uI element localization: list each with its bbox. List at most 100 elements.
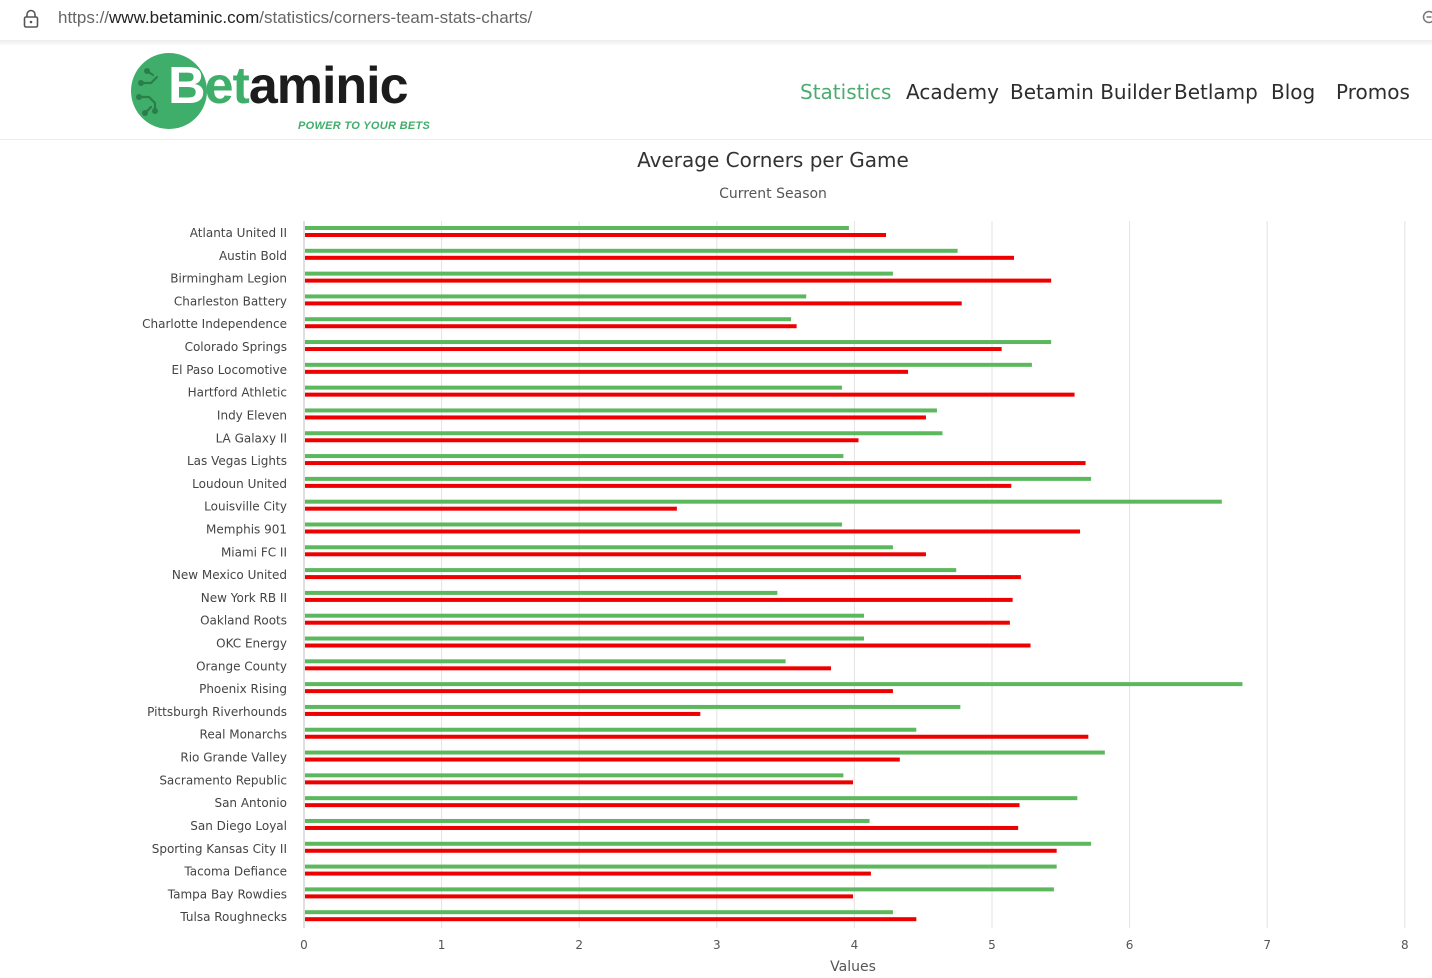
bar-green [305, 841, 1092, 846]
bar-red [305, 825, 1019, 830]
x-axis-title: Values [830, 959, 876, 975]
x-tick-label: 2 [575, 938, 583, 952]
nav-betlamp[interactable]: Betlamp [1174, 80, 1258, 104]
nav-academy[interactable]: Academy [906, 80, 999, 104]
bar-green [305, 818, 870, 823]
bar-green [305, 385, 843, 390]
bar-green [305, 545, 893, 550]
bar-green [305, 796, 1078, 801]
x-tick-label: 5 [988, 938, 996, 952]
category-label: Charlotte Independence [142, 317, 287, 331]
category-label: Tampa Bay Rowdies [167, 887, 287, 901]
bar-red [305, 803, 1020, 808]
category-label: Real Monarchs [200, 728, 287, 742]
bar-red [305, 324, 797, 329]
bar-green [305, 317, 792, 322]
bar-green [305, 887, 1054, 892]
bar-red [305, 506, 677, 511]
bar-red [305, 894, 854, 899]
bar-red [305, 529, 1081, 534]
url-path: /statistics/corners-team-stats-charts/ [259, 8, 533, 27]
category-label: Tacoma Defiance [183, 865, 287, 879]
bar-green [305, 454, 844, 459]
bar-red [305, 415, 926, 420]
bar-green [305, 362, 1032, 367]
bar-green [305, 773, 844, 778]
bar-green [305, 248, 958, 253]
bar-red [305, 461, 1086, 466]
bar-red [305, 711, 701, 716]
bar-green [305, 750, 1105, 755]
category-label: New York RB II [201, 591, 287, 605]
category-labels: Atlanta United II Austin Bold Birmingham L… [142, 226, 287, 924]
toolbar-shadow [0, 40, 1432, 46]
nav-betamin-builder[interactable]: Betamin Builder [1010, 80, 1171, 104]
bar-green [305, 294, 807, 299]
url-text[interactable]: https://www.betaminic.com/statistics/cor… [58, 8, 532, 28]
category-label: LA Galaxy II [216, 431, 287, 445]
bar-red [305, 278, 1052, 283]
bar-green [305, 704, 961, 709]
logo-tagline: POWER TO YOUR BETS [298, 120, 431, 132]
bar-red [305, 575, 1021, 580]
category-label: Charleston Battery [174, 294, 287, 308]
category-label: Loudoun United [192, 477, 287, 491]
bar-green [305, 864, 1057, 869]
bar-red [305, 597, 1013, 602]
category-label: Orange County [196, 659, 287, 673]
bar-red [305, 438, 859, 443]
bar-red [305, 233, 887, 237]
x-tick-label: 3 [713, 938, 721, 952]
bar-red [305, 392, 1075, 397]
category-label: Hartford Athletic [188, 386, 287, 400]
bar-red [305, 643, 1031, 648]
url-domain: www.betaminic.com [109, 8, 260, 27]
bar-red [305, 848, 1057, 853]
chart-title: Average Corners per Game [637, 148, 909, 172]
bar-green [305, 659, 786, 664]
lock-icon [23, 9, 39, 28]
category-label: Pittsburgh Riverhounds [147, 705, 287, 719]
category-label: Colorado Springs [185, 340, 287, 354]
zoom-icon[interactable] [1420, 9, 1432, 27]
category-label: Sacramento Republic [159, 773, 287, 787]
logo-wordmark[interactable]: Betaminic [168, 57, 409, 115]
x-tick-label: 7 [1263, 938, 1271, 952]
logo-letters-et: et [204, 57, 250, 115]
browser-address-bar[interactable]: https://www.betaminic.com/statistics/cor… [0, 0, 1432, 41]
category-label: Tulsa Roughnecks [179, 910, 287, 924]
bar-green [305, 408, 937, 413]
category-label: New Mexico United [172, 568, 287, 582]
logo-letter-b: B [168, 57, 206, 115]
bar-green [305, 431, 943, 436]
bar-green [305, 476, 1092, 481]
category-label: Austin Bold [219, 249, 287, 263]
bar-green [305, 522, 843, 527]
bar-green [305, 613, 865, 618]
url-scheme: https:// [58, 8, 110, 27]
category-label: El Paso Locomotive [172, 363, 288, 377]
category-label: Birmingham Legion [170, 272, 287, 286]
x-tick-label: 6 [1126, 938, 1134, 952]
nav-promos[interactable]: Promos [1336, 80, 1410, 104]
chart-subtitle: Current Season [719, 186, 827, 202]
grid-lines [303, 221, 1406, 928]
x-axis-ticks: 0 1 2 3 4 5 6 7 8 [300, 938, 1408, 952]
bar-green [305, 568, 957, 573]
x-tick-label: 8 [1401, 938, 1409, 952]
category-label: Memphis 901 [206, 522, 287, 536]
logo-circuit-icon[interactable] [131, 53, 207, 129]
bar-red [305, 620, 1010, 625]
bar-red [305, 689, 893, 694]
bar-red [305, 369, 909, 374]
bar-red [305, 347, 1002, 352]
nav-blog[interactable]: Blog [1271, 80, 1316, 104]
bar-red [305, 552, 926, 557]
x-tick-label: 1 [438, 938, 446, 952]
category-label: Rio Grande Valley [180, 751, 287, 765]
nav-statistics[interactable]: Statistics [800, 80, 892, 104]
bar-red [305, 255, 1015, 260]
bar-red [305, 780, 854, 785]
bar-green [305, 636, 865, 641]
